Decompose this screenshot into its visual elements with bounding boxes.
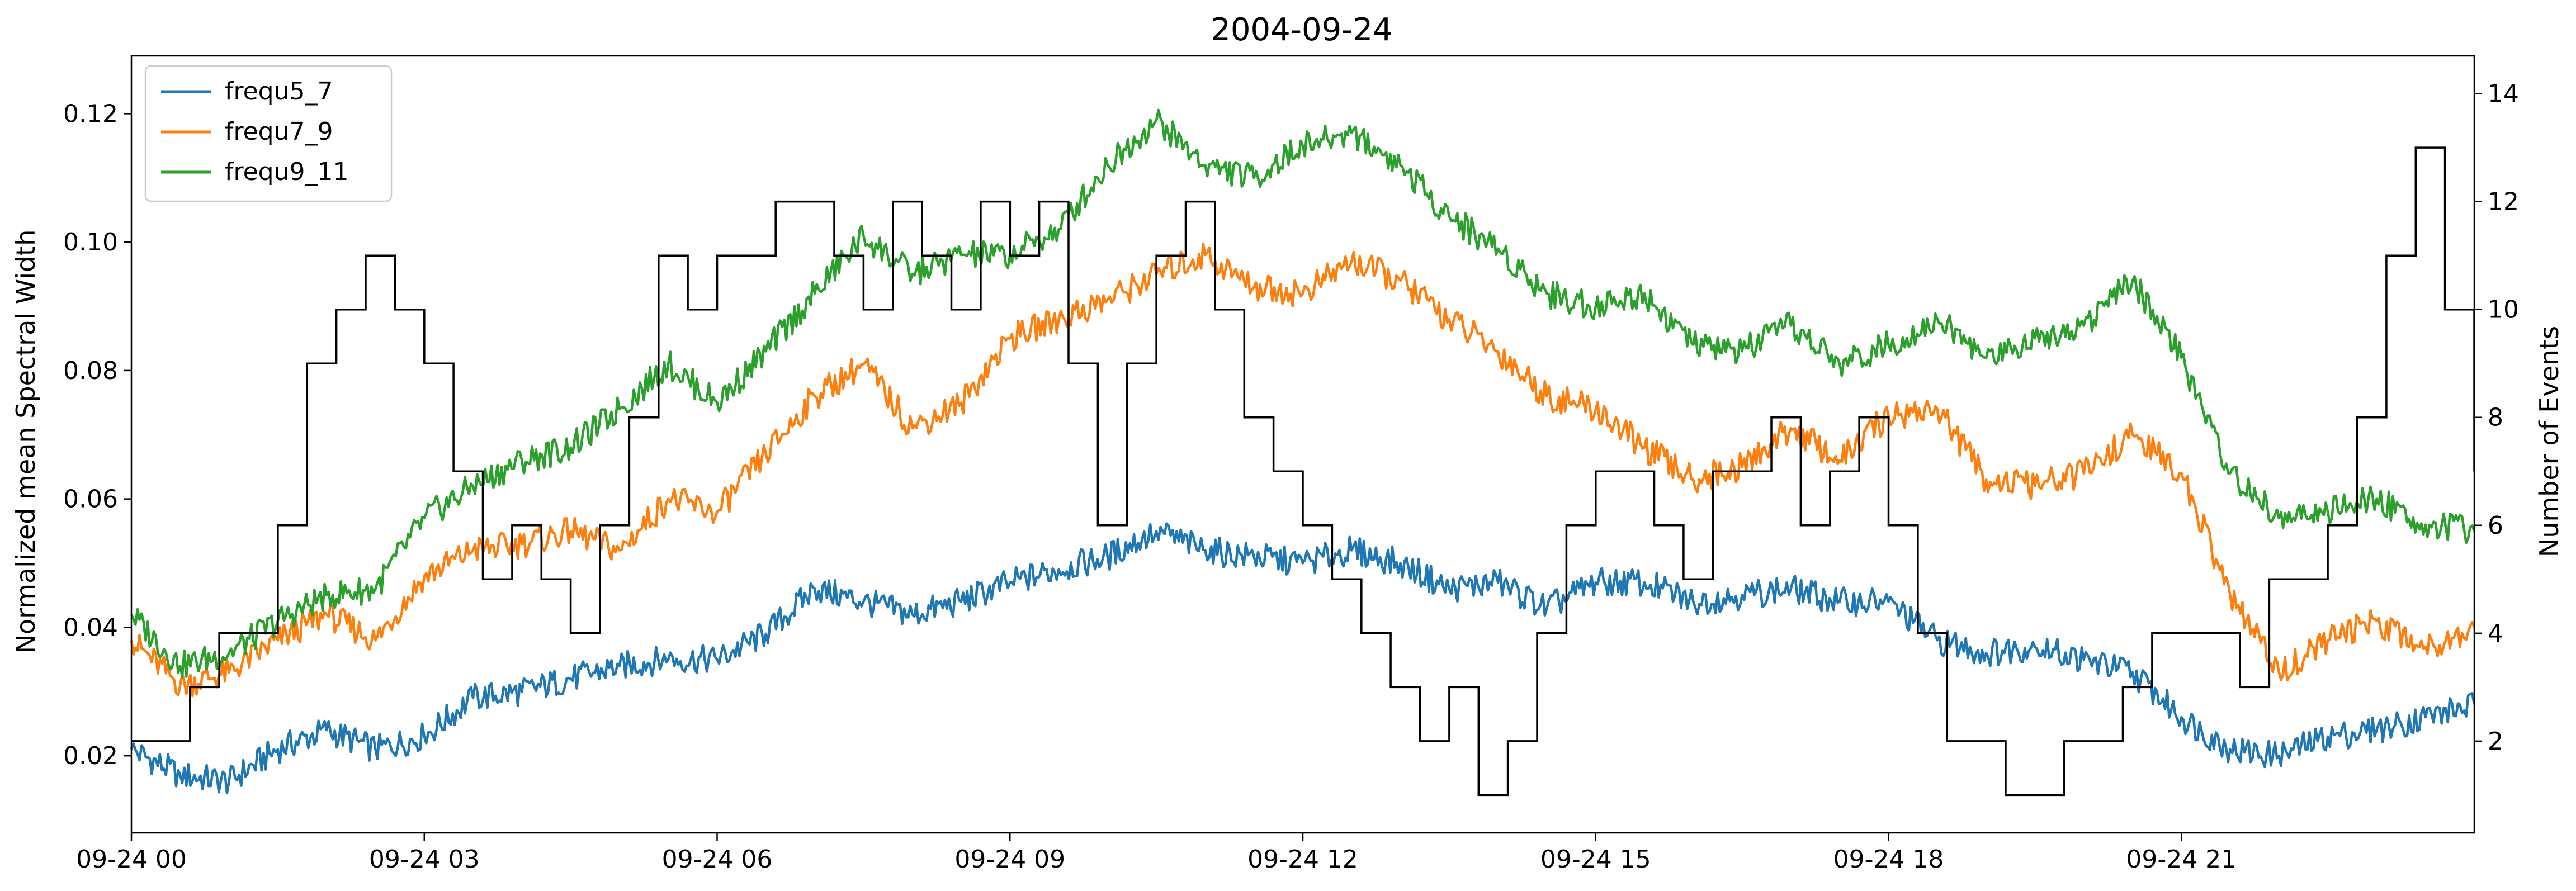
series-line-frequ5_7: [130, 522, 2476, 795]
y-left-tick-label: 0.12: [63, 99, 118, 128]
y-axis-left-label: Normalized mean Spectral Width: [11, 230, 41, 654]
y-right-tick-label: 14: [2488, 80, 2519, 108]
y-right-tick-label: 10: [2488, 296, 2519, 324]
y-right-tick-label: 6: [2488, 511, 2503, 540]
plot-area: 09-24 00 09-24 03 09-24 06 09-24 09 09-24 12…: [63, 55, 2519, 874]
y-left-tick-label: 0.06: [63, 485, 118, 514]
y-right-tick-label: 12: [2488, 188, 2519, 216]
y-right-tick-label: 8: [2488, 404, 2503, 432]
chart-title: 2004-09-24: [1211, 12, 1392, 48]
x-tick-label: 09-24 12: [1247, 845, 1358, 874]
legend-label-frequ7_9: frequ7_9: [225, 117, 333, 146]
events-step-line: [131, 146, 2475, 797]
legend-label-frequ9_11: frequ9_11: [225, 158, 348, 186]
series-line-frequ9_11: [130, 108, 2476, 679]
x-tick-label: 09-24 18: [1833, 845, 1944, 874]
legend: frequ5_7 frequ7_9 frequ9_11: [144, 65, 393, 202]
x-tick-label: 09-24 09: [954, 845, 1065, 874]
legend-box: [144, 65, 393, 202]
x-tick-label: 09-24 00: [76, 845, 187, 874]
y-left-tick-label: 0.02: [63, 742, 118, 770]
y-right-tick-label: 4: [2488, 619, 2503, 648]
legend-label-frequ5_7: frequ5_7: [225, 77, 333, 106]
series-line-frequ7_9: [130, 243, 2476, 698]
x-tick-label: 09-24 06: [662, 845, 773, 874]
y-left-tick-label: 0.08: [63, 357, 118, 385]
y-right-tick-label: 2: [2488, 727, 2503, 756]
y-axis-right-label: Number of Events: [2534, 326, 2564, 557]
x-tick-label: 09-24 03: [369, 845, 480, 874]
x-tick-label: 09-24 15: [1540, 845, 1651, 874]
y-left-tick-label: 0.04: [63, 613, 118, 642]
x-tick-label: 09-24 21: [2126, 845, 2237, 874]
y-left-tick-label: 0.10: [63, 228, 118, 257]
